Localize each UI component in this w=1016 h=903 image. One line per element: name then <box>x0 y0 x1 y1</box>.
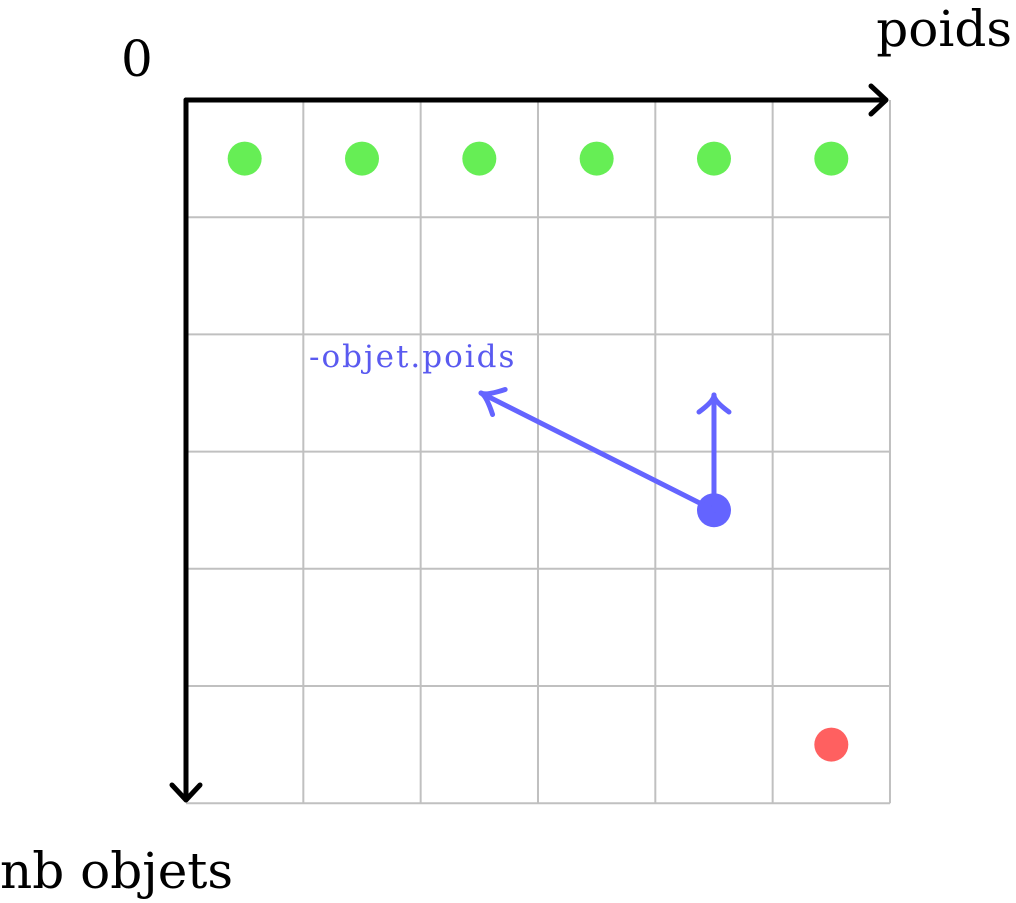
y-axis-arrowhead <box>169 782 203 803</box>
origin-label: 0 <box>121 30 153 88</box>
axes <box>169 83 889 803</box>
dp-grid <box>186 100 891 805</box>
initial-cell-dot <box>696 141 731 176</box>
transition-arrows <box>478 386 732 513</box>
dp-cells <box>227 141 849 762</box>
y-axis-label: nb objets <box>0 842 233 900</box>
take-object-arrow-head <box>478 386 508 417</box>
x-axis-arrowhead <box>868 83 889 117</box>
take-object-arrow-label: -objet.poids <box>309 339 516 375</box>
initial-cell-dot <box>227 141 262 176</box>
x-axis-label: poids <box>876 0 1012 58</box>
initial-cell-dot <box>814 141 849 176</box>
target-cell-dot <box>814 727 849 762</box>
skip-object-arrow-head <box>696 392 732 415</box>
initial-cell-dot <box>344 141 379 176</box>
initial-cell-dot <box>462 141 497 176</box>
initial-cell-dot <box>579 141 614 176</box>
take-object-arrow <box>478 390 717 513</box>
